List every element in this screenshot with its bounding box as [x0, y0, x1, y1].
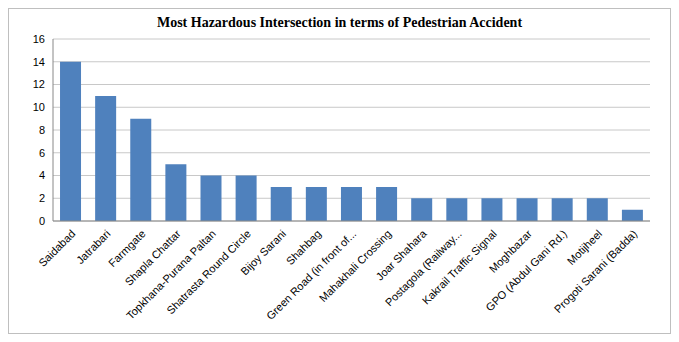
svg-text:Shahbag: Shahbag [283, 227, 324, 268]
svg-text:Saidabad: Saidabad [36, 227, 77, 268]
svg-text:2: 2 [39, 192, 45, 204]
svg-text:GPO (Abdul Gani Rd.): GPO (Abdul Gani Rd.) [483, 227, 569, 313]
svg-text:Kakrail Traffic Signal: Kakrail Traffic Signal [419, 227, 499, 307]
svg-text:16: 16 [33, 33, 45, 45]
svg-text:Shapla Chattar: Shapla Chattar [122, 227, 183, 288]
svg-text:Postagola (Railway...: Postagola (Railway... [382, 227, 464, 309]
svg-text:14: 14 [33, 56, 45, 68]
html-text:Most Hazardous Intersection in: Most Hazardous Intersection in terms of … [156, 15, 522, 30]
svg-text:Moghbazar: Moghbazar [486, 227, 534, 275]
svg-text:4: 4 [39, 169, 45, 181]
svg-text:8: 8 [39, 124, 45, 136]
svg-text:Topkhana-Purana Paltan: Topkhana-Purana Paltan [123, 227, 218, 322]
svg-text:Green Road (in front of...: Green Road (in front of... [263, 227, 359, 322]
svg-text:Jatrabari: Jatrabari [73, 227, 113, 267]
svg-text:Shatrasta Round Circle: Shatrasta Round Circle [164, 227, 254, 317]
svg-text:12: 12 [33, 78, 45, 90]
svg-text:Mahakhali Crossing: Mahakhali Crossing [316, 227, 394, 305]
svg-text:10: 10 [33, 101, 45, 113]
svg-text:0: 0 [39, 215, 45, 227]
svg-text:Motijheel: Motijheel [564, 227, 605, 268]
svg-text:Farmgate: Farmgate [106, 227, 148, 270]
svg-text:6: 6 [39, 147, 45, 159]
svg-text:Joar Shahara: Joar Shahara [373, 227, 429, 283]
svg-text:Bijoy Sarani: Bijoy Sarani [238, 227, 288, 277]
svg-text:Progoti Sarani (Badda): Progoti Sarani (Badda) [552, 227, 640, 315]
